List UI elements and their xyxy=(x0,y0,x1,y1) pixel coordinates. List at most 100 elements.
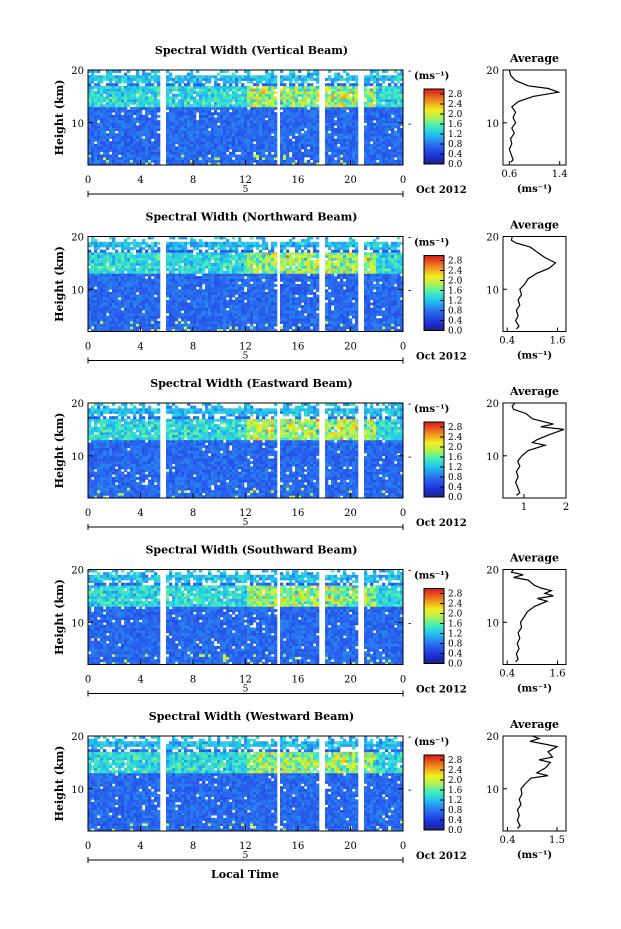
heatmap-cell xyxy=(121,88,125,92)
heatmap-cell xyxy=(229,75,233,79)
heatmap-cell xyxy=(124,154,128,158)
heatmap-cell xyxy=(202,117,206,121)
heatmap-cell xyxy=(169,101,173,105)
average-x-tick-label: 0.6 xyxy=(501,169,517,180)
heatmap-cell xyxy=(364,133,368,137)
heatmap-cell xyxy=(157,135,161,139)
heatmap-cell xyxy=(346,125,350,129)
heatmap-cell xyxy=(364,157,368,161)
heatmap-cell xyxy=(394,112,398,116)
heatmap-cell xyxy=(292,109,296,113)
heatmap-cell xyxy=(379,294,383,298)
heatmap-cell xyxy=(115,117,119,121)
heatmap-cell xyxy=(274,305,278,309)
heatmap-cell xyxy=(97,318,101,322)
heatmap-cell xyxy=(223,130,227,134)
heatmap-cell xyxy=(301,326,305,330)
heatmap-cell xyxy=(223,133,227,137)
heatmap-cell xyxy=(142,284,146,287)
heatmap-cell xyxy=(244,307,248,311)
heatmap-cell xyxy=(295,93,299,97)
heatmap-cell xyxy=(172,326,176,330)
heatmap-cell xyxy=(166,91,170,95)
heatmap-cell xyxy=(370,318,374,322)
heatmap-cell xyxy=(130,80,134,84)
heatmap-cell xyxy=(115,149,119,153)
heatmap-cell xyxy=(211,146,215,150)
heatmap-cell xyxy=(157,302,161,306)
heatmap-cell xyxy=(88,109,92,113)
heatmap-cell xyxy=(376,106,380,110)
heatmap-cell xyxy=(346,120,350,124)
heatmap-cell xyxy=(172,128,176,131)
heatmap-cell xyxy=(397,328,401,332)
heatmap-cell xyxy=(232,72,236,76)
average-x-label: (ms⁻¹) xyxy=(517,184,552,195)
heatmap-cell xyxy=(124,315,128,319)
heatmap-cell xyxy=(211,114,215,118)
heatmap-cell xyxy=(346,159,350,163)
heatmap-cell xyxy=(382,70,386,73)
heatmap-cell xyxy=(313,307,317,311)
heatmap-cell xyxy=(223,109,227,113)
heatmap-cell xyxy=(400,307,404,311)
heatmap-cell xyxy=(214,323,218,327)
heatmap-cell xyxy=(130,93,134,97)
heatmap-cell xyxy=(124,99,128,102)
heatmap-cell xyxy=(181,302,185,306)
heatmap-cell xyxy=(193,320,197,324)
heatmap-cell xyxy=(175,125,179,129)
heatmap-cell xyxy=(136,318,140,322)
heatmap-cell xyxy=(280,120,284,124)
heatmap-cell xyxy=(286,117,290,121)
heatmap-cell xyxy=(187,109,191,113)
heatmap-cell xyxy=(289,77,293,81)
heatmap-cell xyxy=(307,109,311,113)
heatmap-cell xyxy=(202,146,206,150)
heatmap-cell xyxy=(121,122,125,126)
heatmap-cell xyxy=(109,77,113,81)
heatmap-cell xyxy=(115,77,119,81)
heatmap-cell xyxy=(340,83,344,87)
heatmap-cell xyxy=(235,149,239,153)
heatmap-cell xyxy=(370,328,374,332)
heatmap-cell xyxy=(109,122,113,126)
heatmap-cell xyxy=(334,114,338,118)
heatmap-cell xyxy=(238,315,242,319)
heatmap-cell xyxy=(259,77,263,81)
heatmap-cell xyxy=(205,106,209,110)
heatmap-cell xyxy=(385,326,389,330)
heatmap-cell xyxy=(157,138,161,142)
heatmap-cell xyxy=(232,128,236,131)
heatmap-cell xyxy=(226,75,230,79)
x-tick-label: 0 xyxy=(400,175,406,186)
heatmap-cell xyxy=(169,291,173,295)
heatmap-cell xyxy=(373,70,377,73)
heatmap-cell xyxy=(97,122,101,126)
heatmap-cell xyxy=(148,154,152,158)
heatmap-cell xyxy=(103,281,107,285)
heatmap-cell xyxy=(217,91,221,95)
heatmap-cell xyxy=(274,83,278,87)
heatmap-cell xyxy=(331,154,335,158)
heatmap-cell xyxy=(310,135,314,139)
heatmap-cell xyxy=(136,112,140,116)
heatmap-cell xyxy=(280,291,284,295)
heatmap-cell xyxy=(172,305,176,309)
heatmap-cell xyxy=(385,294,389,298)
heatmap-cell xyxy=(202,307,206,311)
heatmap-cell xyxy=(106,106,110,110)
heatmap-cell xyxy=(211,99,215,102)
heatmap-cell xyxy=(298,313,302,316)
heatmap-cell xyxy=(274,291,278,295)
heatmap-cell xyxy=(376,305,380,309)
heatmap-cell xyxy=(301,88,305,92)
heatmap-cell xyxy=(148,307,152,311)
heatmap-cell xyxy=(217,328,221,332)
heatmap-cell xyxy=(256,80,260,84)
heatmap-cell xyxy=(181,149,185,153)
heatmap-cell xyxy=(397,289,401,293)
heatmap-cell xyxy=(385,328,389,332)
heatmap-cell xyxy=(187,315,191,319)
heatmap-cell xyxy=(136,299,140,303)
